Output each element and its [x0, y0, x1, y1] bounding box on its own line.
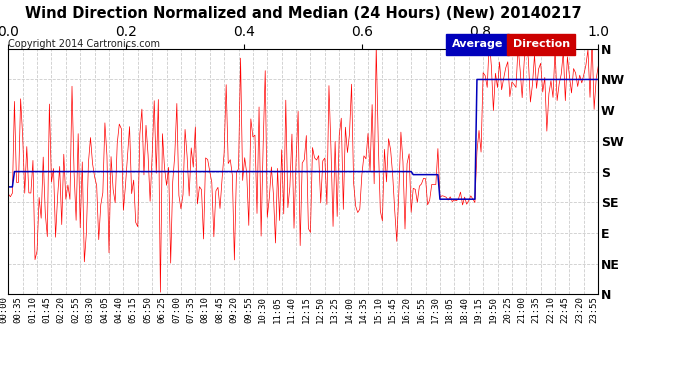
Text: 07:35: 07:35 — [186, 296, 195, 323]
Text: 21:00: 21:00 — [518, 296, 526, 323]
Text: 15:10: 15:10 — [373, 296, 382, 323]
Text: 04:05: 04:05 — [100, 296, 109, 323]
Text: 19:50: 19:50 — [489, 296, 497, 323]
Text: 06:25: 06:25 — [157, 296, 166, 323]
Text: 07:00: 07:00 — [172, 296, 181, 323]
Text: 08:10: 08:10 — [201, 296, 210, 323]
Text: 09:20: 09:20 — [230, 296, 239, 323]
Text: 21:35: 21:35 — [532, 296, 541, 323]
Text: Direction: Direction — [513, 39, 570, 50]
Text: 01:45: 01:45 — [43, 296, 52, 323]
Text: 02:55: 02:55 — [71, 296, 80, 323]
Text: Average: Average — [452, 39, 503, 50]
Text: 11:40: 11:40 — [287, 296, 296, 323]
Text: 19:15: 19:15 — [474, 296, 483, 323]
Text: 05:15: 05:15 — [129, 296, 138, 323]
Text: 05:50: 05:50 — [143, 296, 152, 323]
Text: 20:25: 20:25 — [503, 296, 512, 323]
Text: 12:50: 12:50 — [316, 296, 325, 323]
Text: 17:30: 17:30 — [431, 296, 440, 323]
Text: 16:20: 16:20 — [402, 296, 411, 323]
Text: 22:45: 22:45 — [560, 296, 569, 323]
Text: 10:30: 10:30 — [258, 296, 267, 323]
Text: 23:55: 23:55 — [589, 296, 598, 323]
Text: 22:10: 22:10 — [546, 296, 555, 323]
Text: 18:05: 18:05 — [445, 296, 454, 323]
Text: 12:15: 12:15 — [302, 296, 310, 323]
Text: 15:45: 15:45 — [388, 296, 397, 323]
Text: 00:00: 00:00 — [0, 296, 8, 323]
Text: 14:00: 14:00 — [344, 296, 353, 323]
Text: 00:35: 00:35 — [14, 296, 23, 323]
Text: 08:45: 08:45 — [215, 296, 224, 323]
Text: 02:20: 02:20 — [57, 296, 66, 323]
Text: Wind Direction Normalized and Median (24 Hours) (New) 20140217: Wind Direction Normalized and Median (24… — [25, 6, 582, 21]
Text: 11:05: 11:05 — [273, 296, 282, 323]
Text: 09:55: 09:55 — [244, 296, 253, 323]
Text: 01:10: 01:10 — [28, 296, 37, 323]
Text: 04:40: 04:40 — [115, 296, 124, 323]
Text: 03:30: 03:30 — [86, 296, 95, 323]
Text: 18:40: 18:40 — [460, 296, 469, 323]
Text: 16:55: 16:55 — [417, 296, 426, 323]
Text: 14:35: 14:35 — [359, 296, 368, 323]
Text: 13:25: 13:25 — [331, 296, 339, 323]
Text: 23:20: 23:20 — [575, 296, 584, 323]
Text: Copyright 2014 Cartronics.com: Copyright 2014 Cartronics.com — [8, 39, 160, 50]
